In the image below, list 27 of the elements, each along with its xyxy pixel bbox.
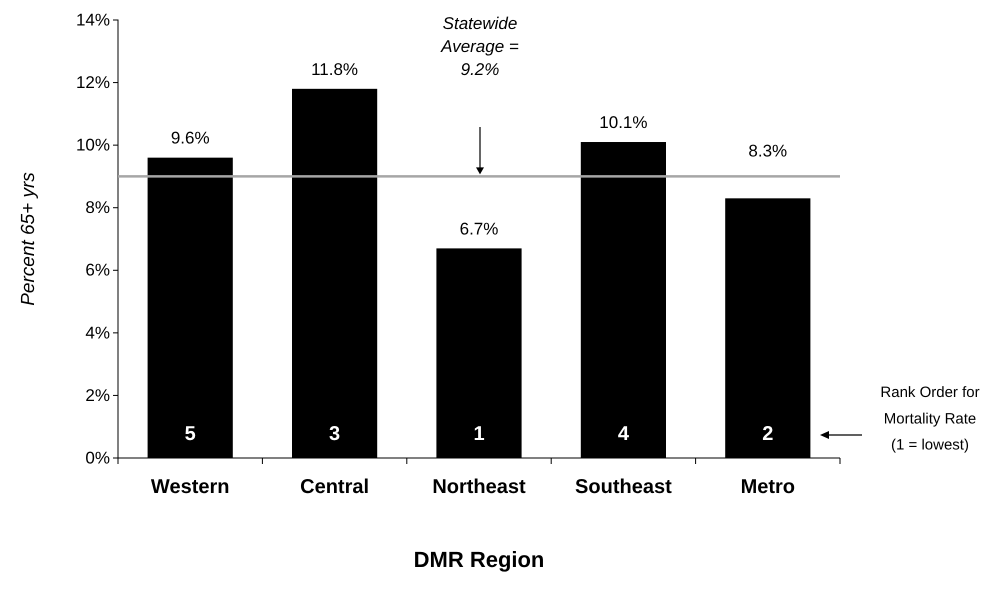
x-tick-label: Western — [150, 476, 230, 498]
annotation: Statewide Average = 9.2% — [440, 14, 519, 79]
x-tick-label: Metro — [740, 476, 796, 498]
y-tick-label: 10% — [76, 136, 110, 155]
y-tick-label: 4% — [85, 323, 110, 342]
y-tick-label: 12% — [76, 73, 110, 92]
x-tick-label: Southeast — [575, 476, 672, 498]
data-label: 9.6% — [170, 128, 210, 148]
annotation: 3 — [329, 423, 340, 445]
annotation: 2 — [762, 423, 774, 445]
y-tick-label: 2% — [85, 386, 110, 405]
data-label: 11.8% — [311, 60, 358, 79]
y-tick-label: 0% — [85, 448, 110, 468]
annotation: 4 — [618, 423, 630, 445]
x-tick-label: Central — [300, 476, 370, 498]
annotation: 1 — [473, 423, 485, 445]
y-tick-label: 6% — [85, 260, 110, 280]
x-tick-label: Northeast — [432, 476, 526, 498]
annotation: 5 — [184, 423, 196, 445]
data-label: 6.7% — [460, 219, 498, 238]
y-tick-label: 14% — [76, 10, 110, 30]
x-axis-title: DMR Region — [414, 547, 544, 572]
data-label: 10.1% — [599, 113, 648, 132]
y-tick-label: 8% — [85, 198, 110, 218]
data-label: 8.3% — [748, 141, 788, 160]
y-axis-title: Percent 65+ yrs — [18, 172, 39, 306]
text: Rank Order for Mortality Rate (1 = lowest) — [880, 384, 980, 454]
